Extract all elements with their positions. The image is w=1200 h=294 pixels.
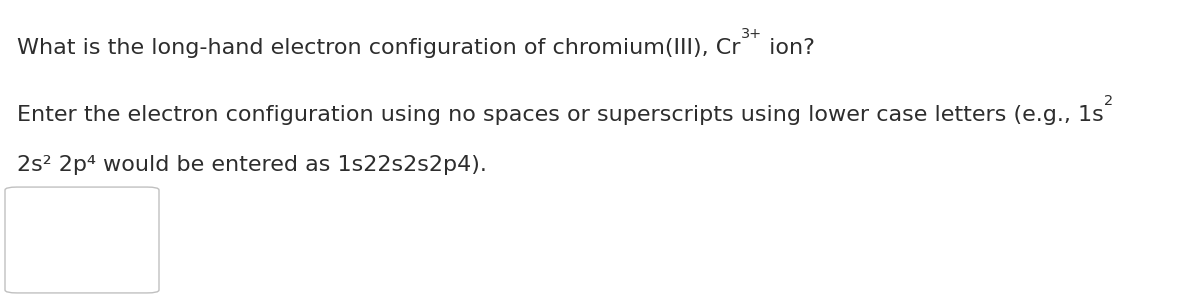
Text: Enter the electron configuration using no spaces or superscripts using lower cas: Enter the electron configuration using n… — [17, 105, 1104, 125]
Text: 2: 2 — [1104, 94, 1112, 108]
Text: ion?: ion? — [762, 38, 815, 58]
Text: What is the long-hand electron configuration of chromium(III), Cr: What is the long-hand electron configura… — [17, 38, 740, 58]
Text: 2s² 2p⁴ would be entered as 1s22s2s2p4).: 2s² 2p⁴ would be entered as 1s22s2s2p4). — [17, 155, 487, 175]
Text: 3+: 3+ — [740, 27, 762, 41]
FancyBboxPatch shape — [5, 187, 158, 293]
